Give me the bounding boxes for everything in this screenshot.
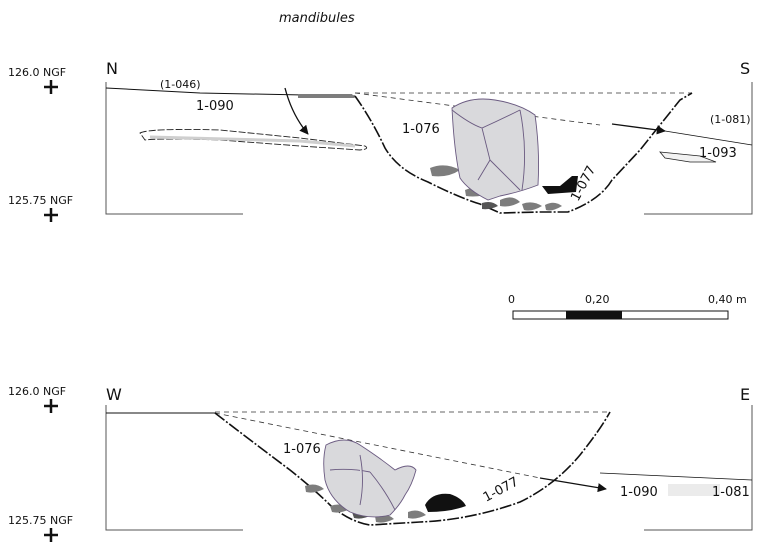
surface-deposit	[298, 94, 355, 98]
section-north-south: N S 126.0 NGF 125.75 NGF	[8, 59, 753, 222]
section-frame-left	[105, 405, 243, 531]
level-12575-label: 125.75 NGF	[8, 514, 73, 527]
unit-1093-label: 1-093	[699, 146, 737, 161]
mandible-bones-we	[323, 439, 417, 518]
level-12575-label: 125.75 NGF	[8, 194, 73, 207]
stone	[545, 202, 562, 211]
scale-tick-020: 0,20	[585, 293, 610, 306]
section-west-east: W E 126.0 NGF 125.75 NGF	[8, 385, 753, 542]
figure-title: mandibules	[279, 11, 355, 26]
unit-1081-label: (1-081)	[710, 113, 751, 126]
stone	[482, 202, 498, 210]
scale-tick-040: 0,40 m	[708, 293, 747, 306]
dark-object-we	[425, 493, 466, 512]
layer-1093-outline	[659, 151, 717, 163]
reconstruction-dashed-slope	[214, 412, 541, 479]
level-126-cross	[44, 399, 58, 413]
level-12575-cross	[44, 208, 58, 222]
dark-object-ns	[542, 176, 578, 194]
direction-south: S	[740, 59, 750, 78]
layer-1081-fill	[668, 484, 720, 496]
stone	[430, 165, 460, 177]
layer-1090-line	[599, 472, 753, 481]
mandible-bones-ns	[451, 98, 540, 201]
scale-bar: 0 0,20 0,40 m	[508, 293, 747, 320]
stone	[500, 197, 520, 207]
unit-1076-label: 1-076	[402, 122, 440, 137]
unit-1081-label: 1-081	[712, 485, 750, 500]
section-frame-right	[644, 405, 753, 531]
stone	[305, 484, 324, 493]
direction-north: N	[106, 59, 118, 78]
level-126-cross	[44, 80, 58, 94]
section-frame-left	[105, 82, 243, 215]
layer-1081-line	[664, 130, 753, 146]
unit-1076-label: 1-076	[283, 442, 321, 457]
arrow-1090	[539, 477, 607, 493]
layer-1090-fill	[149, 135, 356, 148]
section-frame-right	[644, 82, 753, 215]
scale-tick-0: 0	[508, 293, 515, 306]
level-126-label: 126.0 NGF	[8, 385, 66, 398]
layer-1090-outline	[139, 128, 368, 151]
level-126-label: 126.0 NGF	[8, 66, 66, 79]
arrow-1090	[284, 87, 309, 135]
direction-west: W	[106, 385, 122, 404]
arrow-1081	[611, 123, 666, 135]
unit-1046-label: (1-046)	[160, 78, 201, 91]
unit-1090-label: 1-090	[620, 485, 658, 500]
unit-1090-label: 1-090	[196, 99, 234, 114]
level-12575-cross	[44, 528, 58, 542]
pit-cut-outline	[354, 92, 693, 214]
stone	[522, 202, 542, 211]
pit-cut-outline	[214, 411, 611, 526]
unit-1077-label: 1-077	[481, 475, 521, 506]
stone	[408, 510, 426, 519]
direction-east: E	[740, 385, 750, 404]
